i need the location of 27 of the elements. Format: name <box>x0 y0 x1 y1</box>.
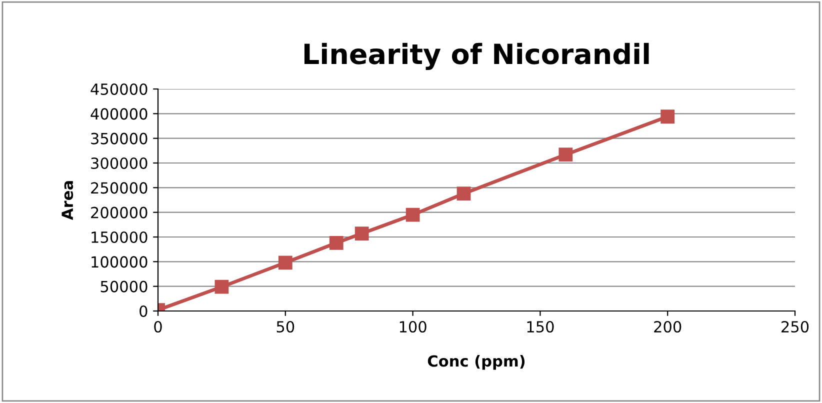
point <box>660 110 675 124</box>
chart-title: Linearity of Nicorandil <box>304 42 649 70</box>
x-tick-label: 250 <box>782 320 809 333</box>
y-tick-label: 250000 <box>91 182 148 194</box>
y-tick-label: 300000 <box>91 157 148 170</box>
y-tick-label: 200000 <box>91 206 148 218</box>
y-tick-label: 100000 <box>92 256 148 268</box>
point <box>558 148 573 162</box>
point <box>354 226 369 240</box>
point <box>406 208 420 222</box>
y-axis-title: Area <box>62 181 74 220</box>
x-tick-label: 100 <box>400 320 426 333</box>
point <box>456 186 471 201</box>
y-tick-label: 450000 <box>90 83 148 96</box>
x-tick-label: 0 <box>154 320 162 333</box>
x-tick-label: 150 <box>527 320 554 333</box>
point <box>214 280 229 294</box>
x-axis-title: Conc (ppm) <box>428 354 525 370</box>
x-tick-label: 50 <box>276 320 294 333</box>
y-tick-label: 150000 <box>92 231 148 244</box>
x-tick-label: 200 <box>654 320 682 333</box>
point <box>329 236 344 250</box>
y-tick-label: 350000 <box>91 132 148 144</box>
y-tick-label: 400000 <box>90 108 148 120</box>
point <box>278 256 292 270</box>
y-tick-label: 50000 <box>100 280 148 292</box>
y-tick-label: 0 <box>140 305 148 318</box>
